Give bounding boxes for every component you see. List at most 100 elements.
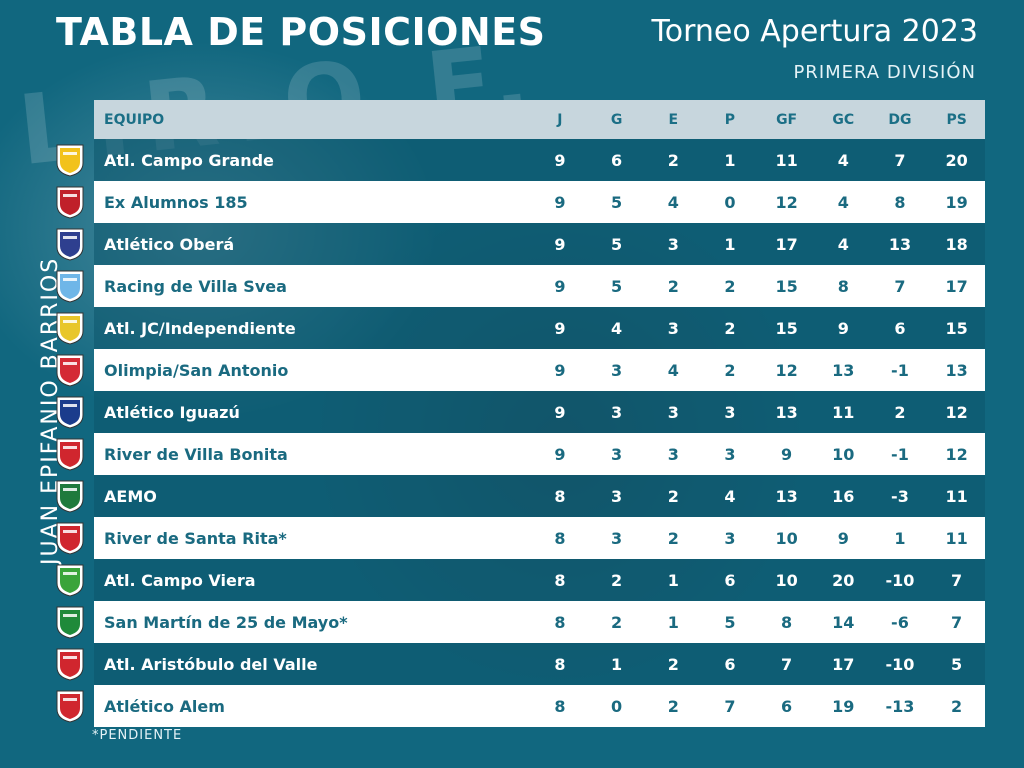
stat-gf: 13 (775, 486, 798, 506)
table-row: San Martín de 25 de Mayo* 8 2 1 5 8 14 -6 7 (56, 601, 985, 643)
atletico-iguazu-badge-icon (54, 395, 86, 429)
stat-gc: 4 (837, 192, 849, 212)
stat-g: 3 (611, 402, 623, 422)
team-name: Atl. Campo Viera (104, 570, 256, 590)
stat-j: 9 (554, 360, 566, 380)
stat-ps: 2 (951, 696, 963, 716)
stat-dg: -3 (891, 486, 909, 506)
column-header-equipo: EQUIPO (104, 111, 165, 128)
stat-gc: 4 (837, 150, 849, 170)
stat-e: 1 (667, 612, 679, 632)
stat-ps: 11 (945, 528, 968, 548)
table-row: AEMO 8 3 2 4 13 16 -3 11 (56, 475, 985, 517)
stat-ps: 5 (951, 654, 963, 674)
stat-p: 1 (724, 234, 736, 254)
olimpia-san-antonio-badge-icon (54, 353, 86, 387)
stat-gc: 19 (832, 696, 855, 716)
stat-j: 9 (554, 402, 566, 422)
table-row: Atlético Alem 8 0 2 7 6 19 -13 2 (56, 685, 985, 727)
stat-dg: 1 (894, 528, 906, 548)
column-header-dg: DG (888, 111, 912, 128)
stat-j: 8 (554, 654, 566, 674)
table-row: River de Villa Bonita 9 3 3 3 9 10 -1 12 (56, 433, 985, 475)
stat-ps: 15 (945, 318, 968, 338)
team-name: Racing de Villa Svea (104, 276, 287, 296)
stat-gf: 10 (775, 570, 798, 590)
stat-j: 9 (554, 318, 566, 338)
atl-campo-viera-badge-icon (54, 563, 86, 597)
stat-g: 3 (611, 360, 623, 380)
stat-j: 8 (554, 696, 566, 716)
team-name: AEMO (104, 486, 157, 506)
stat-gf: 11 (775, 150, 798, 170)
stat-g: 3 (611, 444, 623, 464)
stat-e: 2 (667, 696, 679, 716)
atletico-obera-badge-icon (54, 227, 86, 261)
stat-gf: 15 (775, 318, 798, 338)
stat-gf: 12 (775, 360, 798, 380)
stat-dg: 13 (888, 234, 912, 254)
stat-ps: 18 (945, 234, 968, 254)
stat-ps: 7 (951, 612, 963, 632)
atl-jc-independiente-badge-icon (54, 311, 86, 345)
stat-j: 9 (554, 150, 566, 170)
column-header-e: E (668, 111, 679, 128)
stat-p: 2 (724, 360, 736, 380)
table-row: Atl. JC/Independiente 9 4 3 2 15 9 6 15 (56, 307, 985, 349)
stat-gf: 8 (781, 612, 793, 632)
team-name: Atlético Alem (104, 696, 225, 716)
table-row: River de Santa Rita* 8 3 2 3 10 9 1 11 (56, 517, 985, 559)
atletico-alem-badge-icon (54, 689, 86, 723)
stat-j: 9 (554, 444, 566, 464)
stat-gc: 10 (832, 444, 855, 464)
stat-gf: 6 (781, 696, 793, 716)
stat-e: 3 (667, 444, 679, 464)
column-header-ps: PS (946, 111, 967, 128)
team-name: Atl. JC/Independiente (104, 318, 296, 338)
stat-g: 6 (611, 150, 623, 170)
stat-e: 2 (667, 276, 679, 296)
team-name: Ex Alumnos 185 (104, 192, 248, 212)
aemo-badge-icon (54, 479, 86, 513)
standings-table: EQUIPO J G E P GF GC DG PS Atl. Campo Gr… (56, 100, 985, 727)
table-row: Racing de Villa Svea 9 5 2 2 15 8 7 17 (56, 265, 985, 307)
stat-gf: 17 (775, 234, 798, 254)
division-label: PRIMERA DIVISIÓN (793, 62, 976, 83)
stat-dg: -6 (891, 612, 909, 632)
stat-ps: 19 (945, 192, 968, 212)
stat-p: 6 (724, 654, 736, 674)
team-name: Atlético Iguazú (104, 402, 240, 422)
atl-aristobulo-del-valle-badge-icon (54, 647, 86, 681)
team-name: San Martín de 25 de Mayo* (104, 612, 348, 632)
team-name: River de Villa Bonita (104, 444, 288, 464)
stat-gc: 13 (832, 360, 855, 380)
stat-j: 9 (554, 234, 566, 254)
atl-campo-grande-badge-icon (54, 143, 86, 177)
stat-e: 4 (667, 192, 679, 212)
table-row: Atl. Campo Viera 8 2 1 6 10 20 -10 7 (56, 559, 985, 601)
table-row: Atlético Iguazú 9 3 3 3 13 11 2 12 (56, 391, 985, 433)
stat-dg: 8 (894, 192, 906, 212)
stat-p: 7 (724, 696, 736, 716)
footnote: *PENDIENTE (92, 728, 183, 743)
table-row: Atl. Campo Grande 9 6 2 1 11 4 7 20 (56, 139, 985, 181)
page-title: TABLA DE POSICIONES (56, 10, 546, 54)
stat-e: 2 (667, 150, 679, 170)
stat-j: 9 (554, 192, 566, 212)
table-header-row: EQUIPO J G E P GF GC DG PS (94, 100, 985, 139)
tournament-subtitle: Torneo Apertura 2023 (651, 14, 978, 49)
stat-ps: 7 (951, 570, 963, 590)
river-santa-rita-badge-icon (54, 521, 86, 555)
table-row: Ex Alumnos 185 9 5 4 0 12 4 8 19 (56, 181, 985, 223)
stat-p: 2 (724, 276, 736, 296)
stat-e: 3 (667, 318, 679, 338)
stat-gf: 15 (775, 276, 798, 296)
stat-ps: 13 (945, 360, 968, 380)
stat-gc: 8 (837, 276, 849, 296)
stat-p: 3 (724, 528, 736, 548)
stat-e: 2 (667, 528, 679, 548)
racing-villa-svea-badge-icon (54, 269, 86, 303)
table-row: Atl. Aristóbulo del Valle 8 1 2 6 7 17 -10 5 (56, 643, 985, 685)
stat-gf: 12 (775, 192, 798, 212)
team-name: Atl. Aristóbulo del Valle (104, 654, 318, 674)
